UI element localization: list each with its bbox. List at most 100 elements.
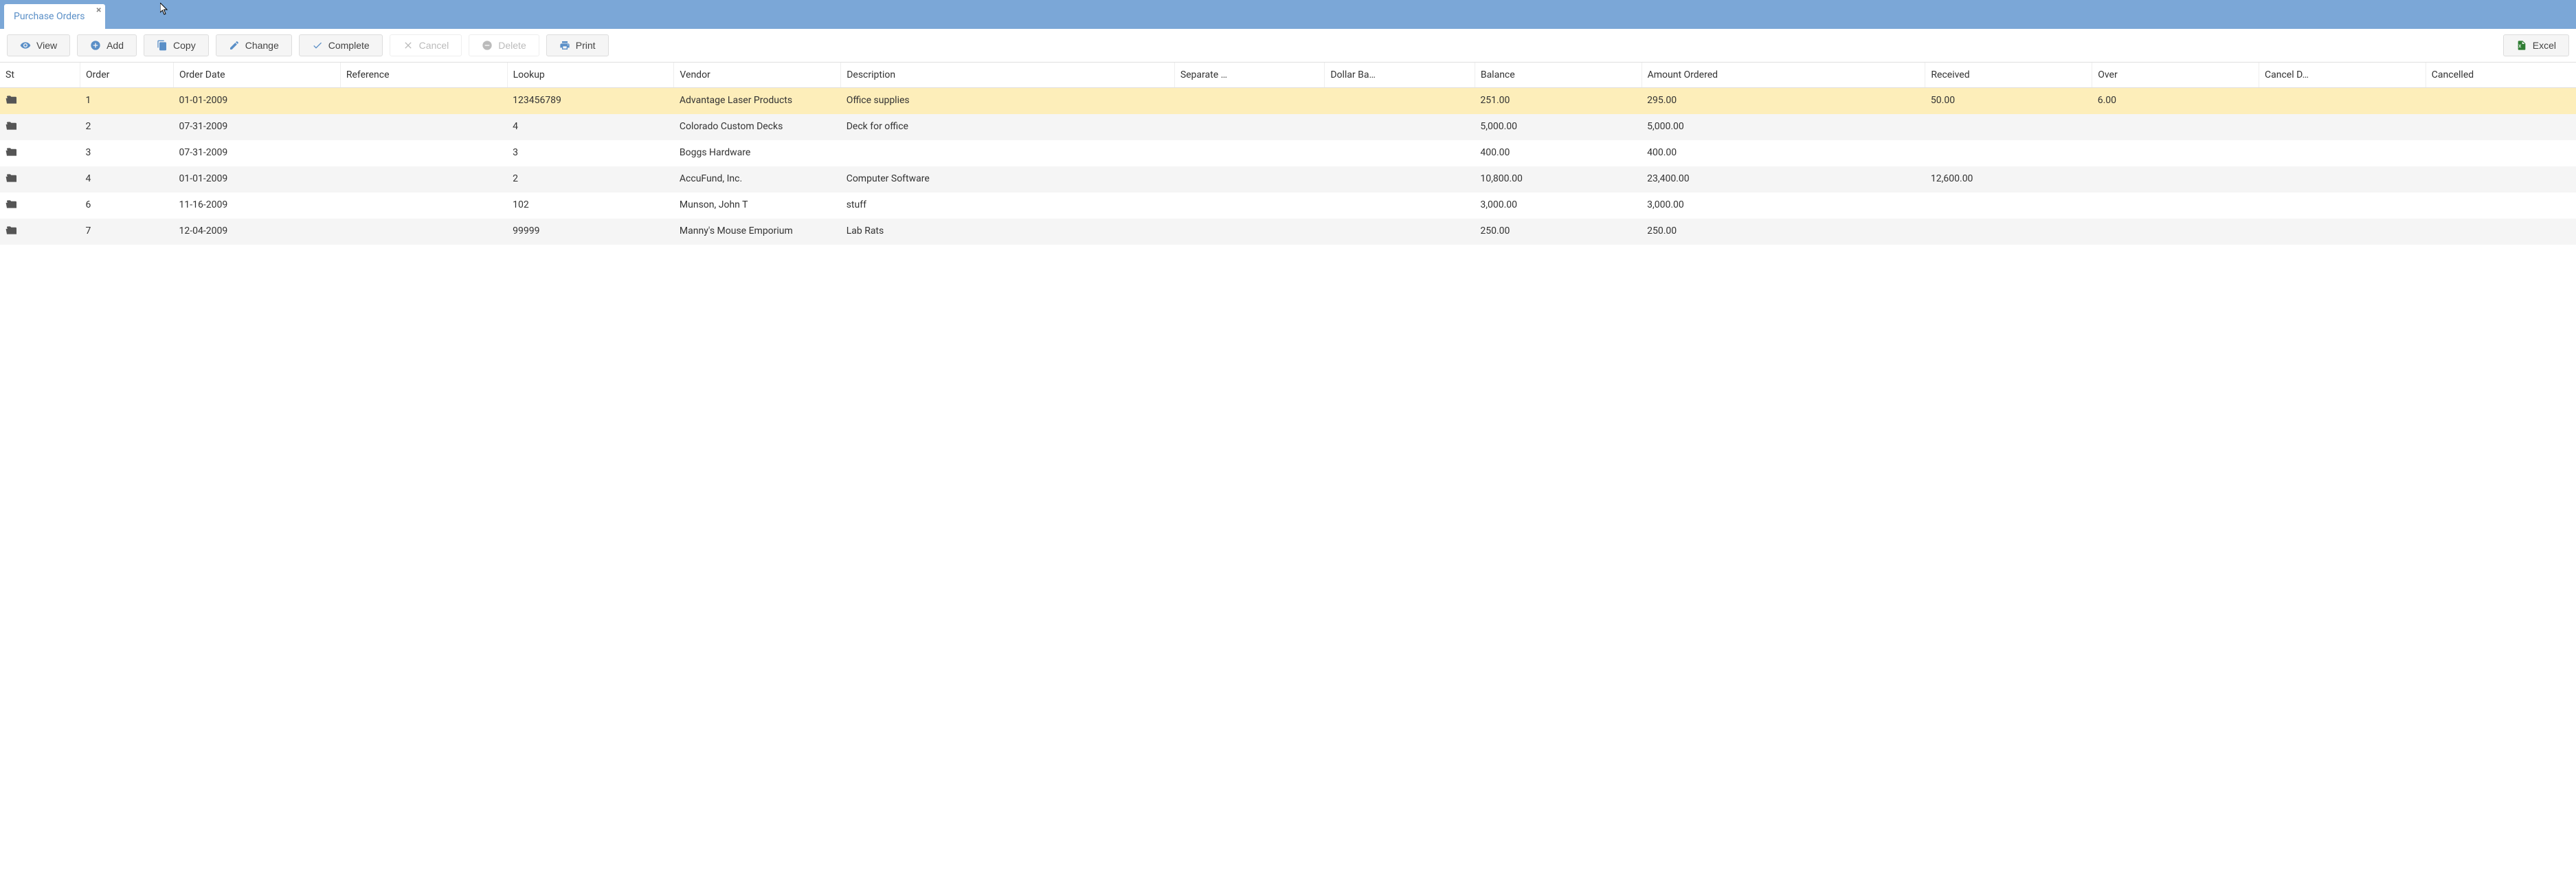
- print-button[interactable]: Print: [546, 34, 609, 56]
- cell-order_date: 01-01-2009: [174, 166, 341, 192]
- col-header-reference[interactable]: Reference: [340, 63, 507, 88]
- cell-lookup: 102: [507, 192, 674, 219]
- view-button[interactable]: View: [7, 34, 70, 56]
- table-row[interactable]: 712-04-200999999Manny's Mouse EmporiumLa…: [0, 219, 2576, 245]
- cell-order_date: 07-31-2009: [174, 114, 341, 140]
- cell-reference: [340, 166, 507, 192]
- table-row[interactable]: 101-01-2009123456789Advantage Laser Prod…: [0, 88, 2576, 115]
- cell-separate: [1174, 88, 1325, 115]
- cell-reference: [340, 192, 507, 219]
- cancel-label: Cancel: [419, 40, 449, 51]
- cell-balance: 10,800.00: [1475, 166, 1642, 192]
- print-label: Print: [576, 40, 596, 51]
- cell-vendor: Manny's Mouse Emporium: [674, 219, 841, 245]
- cell-over: [2092, 140, 2259, 166]
- col-header-cancel_d[interactable]: Cancel D…: [2259, 63, 2426, 88]
- folder-open-icon: [5, 96, 18, 107]
- cell-order_date: 12-04-2009: [174, 219, 341, 245]
- cell-balance: 5,000.00: [1475, 114, 1642, 140]
- col-header-dollar_ba[interactable]: Dollar Ba…: [1325, 63, 1475, 88]
- cell-amount_ordered: 3,000.00: [1642, 192, 1925, 219]
- change-button[interactable]: Change: [216, 34, 292, 56]
- cell-order: 3: [80, 140, 174, 166]
- cell-st: [0, 166, 80, 192]
- cell-dollar_ba: [1325, 192, 1475, 219]
- cell-over: [2092, 192, 2259, 219]
- copy-icon: [157, 40, 168, 51]
- add-button[interactable]: Add: [77, 34, 137, 56]
- close-icon[interactable]: ×: [96, 5, 101, 15]
- col-header-balance[interactable]: Balance: [1475, 63, 1642, 88]
- cell-description: Office supplies: [841, 88, 1175, 115]
- add-label: Add: [107, 40, 124, 51]
- col-header-received[interactable]: Received: [1925, 63, 2092, 88]
- cell-lookup: 2: [507, 166, 674, 192]
- col-header-over[interactable]: Over: [2092, 63, 2259, 88]
- cell-received: [1925, 192, 2092, 219]
- col-header-st[interactable]: St: [0, 63, 80, 88]
- cell-lookup: 4: [507, 114, 674, 140]
- cell-amount_ordered: 295.00: [1642, 88, 1925, 115]
- tab-purchase-orders[interactable]: Purchase Orders ×: [4, 4, 105, 29]
- table-row[interactable]: 611-16-2009102Munson, John Tstuff3,000.0…: [0, 192, 2576, 219]
- cell-description: Lab Rats: [841, 219, 1175, 245]
- cell-amount_ordered: 23,400.00: [1642, 166, 1925, 192]
- col-header-separate[interactable]: Separate …: [1174, 63, 1325, 88]
- folder-open-icon: [5, 201, 18, 212]
- cell-cancelled: [2426, 88, 2576, 115]
- pencil-icon: [229, 40, 240, 51]
- cell-description: Deck for office: [841, 114, 1175, 140]
- col-header-cancelled[interactable]: Cancelled: [2426, 63, 2576, 88]
- cancel-button: Cancel: [390, 34, 462, 56]
- cell-received: [1925, 114, 2092, 140]
- cell-description: stuff: [841, 192, 1175, 219]
- table-row[interactable]: 207-31-20094Colorado Custom DecksDeck fo…: [0, 114, 2576, 140]
- folder-open-icon: [5, 227, 18, 238]
- change-label: Change: [245, 40, 279, 51]
- cell-balance: 251.00: [1475, 88, 1642, 115]
- cell-dollar_ba: [1325, 114, 1475, 140]
- cell-received: 50.00: [1925, 88, 2092, 115]
- cell-dollar_ba: [1325, 219, 1475, 245]
- table-header-row: StOrderOrder DateReferenceLookupVendorDe…: [0, 63, 2576, 88]
- cell-cancel_d: [2259, 166, 2426, 192]
- cell-vendor: Munson, John T: [674, 192, 841, 219]
- copy-button[interactable]: Copy: [144, 34, 209, 56]
- col-header-vendor[interactable]: Vendor: [674, 63, 841, 88]
- col-header-order_date[interactable]: Order Date: [174, 63, 341, 88]
- cell-separate: [1174, 140, 1325, 166]
- cell-cancelled: [2426, 140, 2576, 166]
- excel-button[interactable]: Excel: [2503, 34, 2569, 56]
- folder-open-icon: [5, 175, 18, 186]
- folder-open-icon: [5, 122, 18, 133]
- cell-cancelled: [2426, 166, 2576, 192]
- cell-st: [0, 88, 80, 115]
- cell-lookup: 123456789: [507, 88, 674, 115]
- col-header-lookup[interactable]: Lookup: [507, 63, 674, 88]
- col-header-description[interactable]: Description: [841, 63, 1175, 88]
- table-row[interactable]: 401-01-20092AccuFund, Inc.Computer Softw…: [0, 166, 2576, 192]
- col-header-amount_ordered[interactable]: Amount Ordered: [1642, 63, 1925, 88]
- cell-vendor: AccuFund, Inc.: [674, 166, 841, 192]
- minus-circle-icon: [482, 40, 493, 51]
- cell-cancel_d: [2259, 140, 2426, 166]
- cell-dollar_ba: [1325, 166, 1475, 192]
- cell-cancel_d: [2259, 88, 2426, 115]
- plus-circle-icon: [90, 40, 101, 51]
- cell-st: [0, 114, 80, 140]
- cell-vendor: Boggs Hardware: [674, 140, 841, 166]
- table-row[interactable]: 307-31-20093Boggs Hardware400.00400.00: [0, 140, 2576, 166]
- cell-amount_ordered: 400.00: [1642, 140, 1925, 166]
- cell-order: 4: [80, 166, 174, 192]
- cell-amount_ordered: 250.00: [1642, 219, 1925, 245]
- col-header-order[interactable]: Order: [80, 63, 174, 88]
- cell-cancelled: [2426, 114, 2576, 140]
- cell-st: [0, 192, 80, 219]
- complete-button[interactable]: Complete: [299, 34, 383, 56]
- cell-balance: 400.00: [1475, 140, 1642, 166]
- cell-reference: [340, 219, 507, 245]
- cell-st: [0, 140, 80, 166]
- cell-order_date: 01-01-2009: [174, 88, 341, 115]
- cell-cancelled: [2426, 219, 2576, 245]
- cell-over: [2092, 166, 2259, 192]
